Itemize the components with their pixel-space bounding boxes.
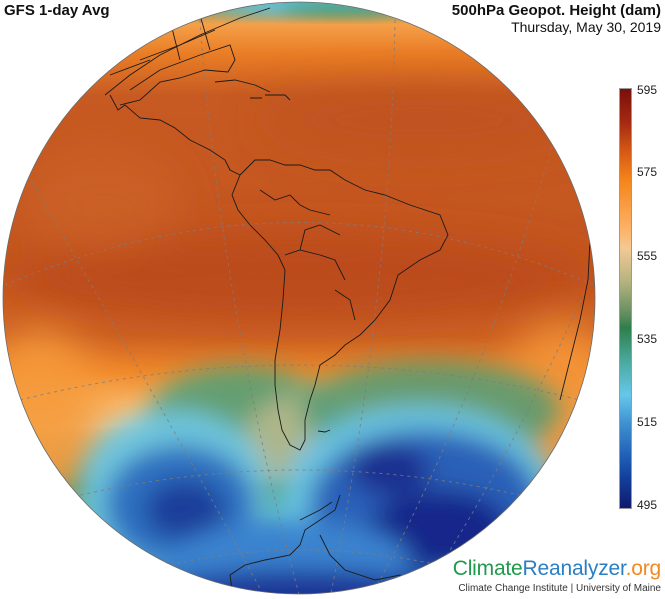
globe-outline: [2, 1, 596, 595]
colorbar-tick-575: 575: [637, 165, 658, 179]
logo-part-reanalyzer: Reanalyzer: [522, 557, 626, 580]
date-label: Thursday, May 30, 2019: [511, 19, 661, 35]
model-label: GFS 1-day Avg: [4, 2, 110, 19]
colorbar-tick-555: 555: [637, 249, 658, 263]
institution-label: Climate Change Institute | University of…: [458, 583, 661, 594]
colorbar-tick-515: 515: [637, 415, 658, 429]
height-field: [3, 2, 595, 594]
site-logo[interactable]: ClimateReanalyzer.org: [453, 558, 661, 580]
logo-part-org: .org: [625, 557, 662, 580]
colorbar: [619, 88, 632, 509]
title-block: 500hPa Geopot. Height (dam) Thursday, Ma…: [452, 2, 661, 36]
colorbar-tick-595: 595: [637, 83, 658, 97]
colorbar-tick-535: 535: [637, 332, 658, 346]
globe-map: [2, 1, 596, 595]
variable-label: 500hPa Geopot. Height (dam): [451, 2, 661, 19]
graticule: [4, 19, 595, 594]
branding: ClimateReanalyzer.org Climate Change Ins…: [453, 558, 661, 595]
colorbar-tick-495: 495: [637, 498, 658, 512]
logo-part-climate: Climate: [452, 557, 523, 580]
